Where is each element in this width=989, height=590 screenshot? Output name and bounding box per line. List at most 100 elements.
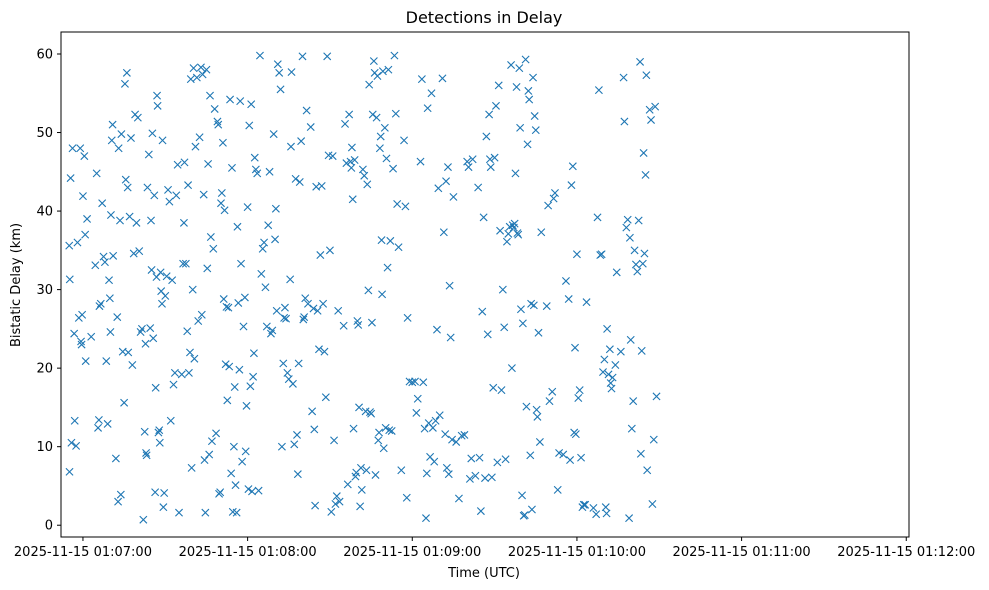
x-axis-title: Time (UTC) — [447, 566, 520, 581]
data-point — [647, 115, 656, 124]
data-point — [105, 294, 114, 303]
data-point — [301, 294, 310, 303]
data-point — [567, 181, 576, 190]
data-point — [589, 503, 598, 512]
data-point — [397, 466, 406, 475]
data-point — [364, 286, 373, 295]
data-point — [542, 302, 551, 311]
data-point — [520, 511, 529, 519]
data-point — [229, 442, 238, 451]
data-point — [162, 272, 171, 281]
data-point — [280, 313, 289, 322]
data-point — [623, 215, 632, 224]
data-point — [481, 474, 489, 483]
data-point — [271, 235, 280, 244]
data-point — [128, 361, 137, 369]
data-point — [378, 290, 387, 299]
data-point — [561, 276, 570, 285]
data-point — [640, 249, 649, 258]
data-point — [123, 183, 132, 192]
data-point — [485, 110, 494, 119]
data-point — [391, 109, 400, 118]
data-point — [217, 189, 226, 197]
data-point — [523, 140, 532, 149]
data-point — [254, 486, 263, 495]
data-point — [638, 259, 647, 268]
data-point — [73, 238, 82, 247]
plot-frame — [60, 31, 910, 538]
data-point — [206, 232, 215, 241]
data-point — [372, 113, 381, 122]
data-point — [66, 174, 75, 183]
data-point — [334, 306, 343, 315]
data-point — [605, 345, 614, 354]
data-point — [498, 285, 507, 294]
data-point — [355, 403, 364, 412]
data-point — [454, 494, 463, 503]
data-point — [262, 322, 271, 331]
data-point — [572, 250, 581, 259]
chart-title: Detections in Delay — [406, 8, 563, 27]
data-point — [247, 100, 256, 109]
data-point — [430, 457, 439, 466]
data-point — [493, 458, 502, 467]
data-point — [100, 258, 109, 267]
data-point — [501, 455, 510, 464]
data-point — [550, 189, 559, 197]
data-point — [293, 470, 302, 479]
data-point — [445, 281, 454, 290]
data-point — [286, 275, 295, 284]
data-point — [460, 430, 469, 439]
x-tick-label: 2025-11-15 01:10:00 — [508, 545, 646, 560]
data-point — [448, 435, 457, 444]
data-point — [291, 174, 300, 183]
data-point — [124, 348, 133, 357]
data-point — [77, 337, 86, 346]
data-point — [380, 123, 389, 132]
data-point — [205, 450, 214, 459]
data-point — [648, 500, 657, 509]
data-point — [189, 64, 198, 73]
data-point — [132, 218, 141, 227]
data-point — [625, 233, 634, 242]
data-point — [537, 228, 546, 237]
data-point — [218, 138, 227, 147]
data-point — [507, 364, 516, 373]
data-point — [504, 229, 513, 238]
data-point — [518, 491, 527, 500]
data-point — [188, 285, 197, 294]
data-point — [280, 303, 289, 312]
data-point — [357, 485, 366, 494]
data-point — [442, 463, 451, 472]
data-point — [300, 313, 309, 322]
data-point — [350, 156, 359, 165]
data-point — [243, 203, 252, 212]
data-point — [478, 307, 487, 316]
data-point — [146, 324, 155, 333]
data-point — [197, 310, 206, 319]
data-point — [620, 117, 629, 126]
data-point — [512, 82, 521, 91]
data-point — [622, 223, 631, 232]
data-point — [126, 134, 135, 143]
data-point — [645, 105, 654, 114]
data-point — [113, 313, 122, 322]
data-point — [250, 153, 259, 162]
data-point — [203, 264, 212, 273]
data-point — [514, 230, 523, 239]
data-point — [390, 51, 399, 60]
data-point — [534, 328, 543, 337]
data-point — [485, 155, 494, 164]
data-point — [179, 218, 188, 227]
data-point — [225, 362, 234, 371]
data-point — [332, 492, 341, 501]
data-point — [327, 507, 336, 516]
data-point — [168, 276, 177, 285]
data-point — [107, 136, 116, 145]
data-point — [277, 442, 286, 451]
data-point — [72, 441, 81, 450]
data-point — [516, 123, 525, 132]
data-point — [497, 386, 506, 395]
